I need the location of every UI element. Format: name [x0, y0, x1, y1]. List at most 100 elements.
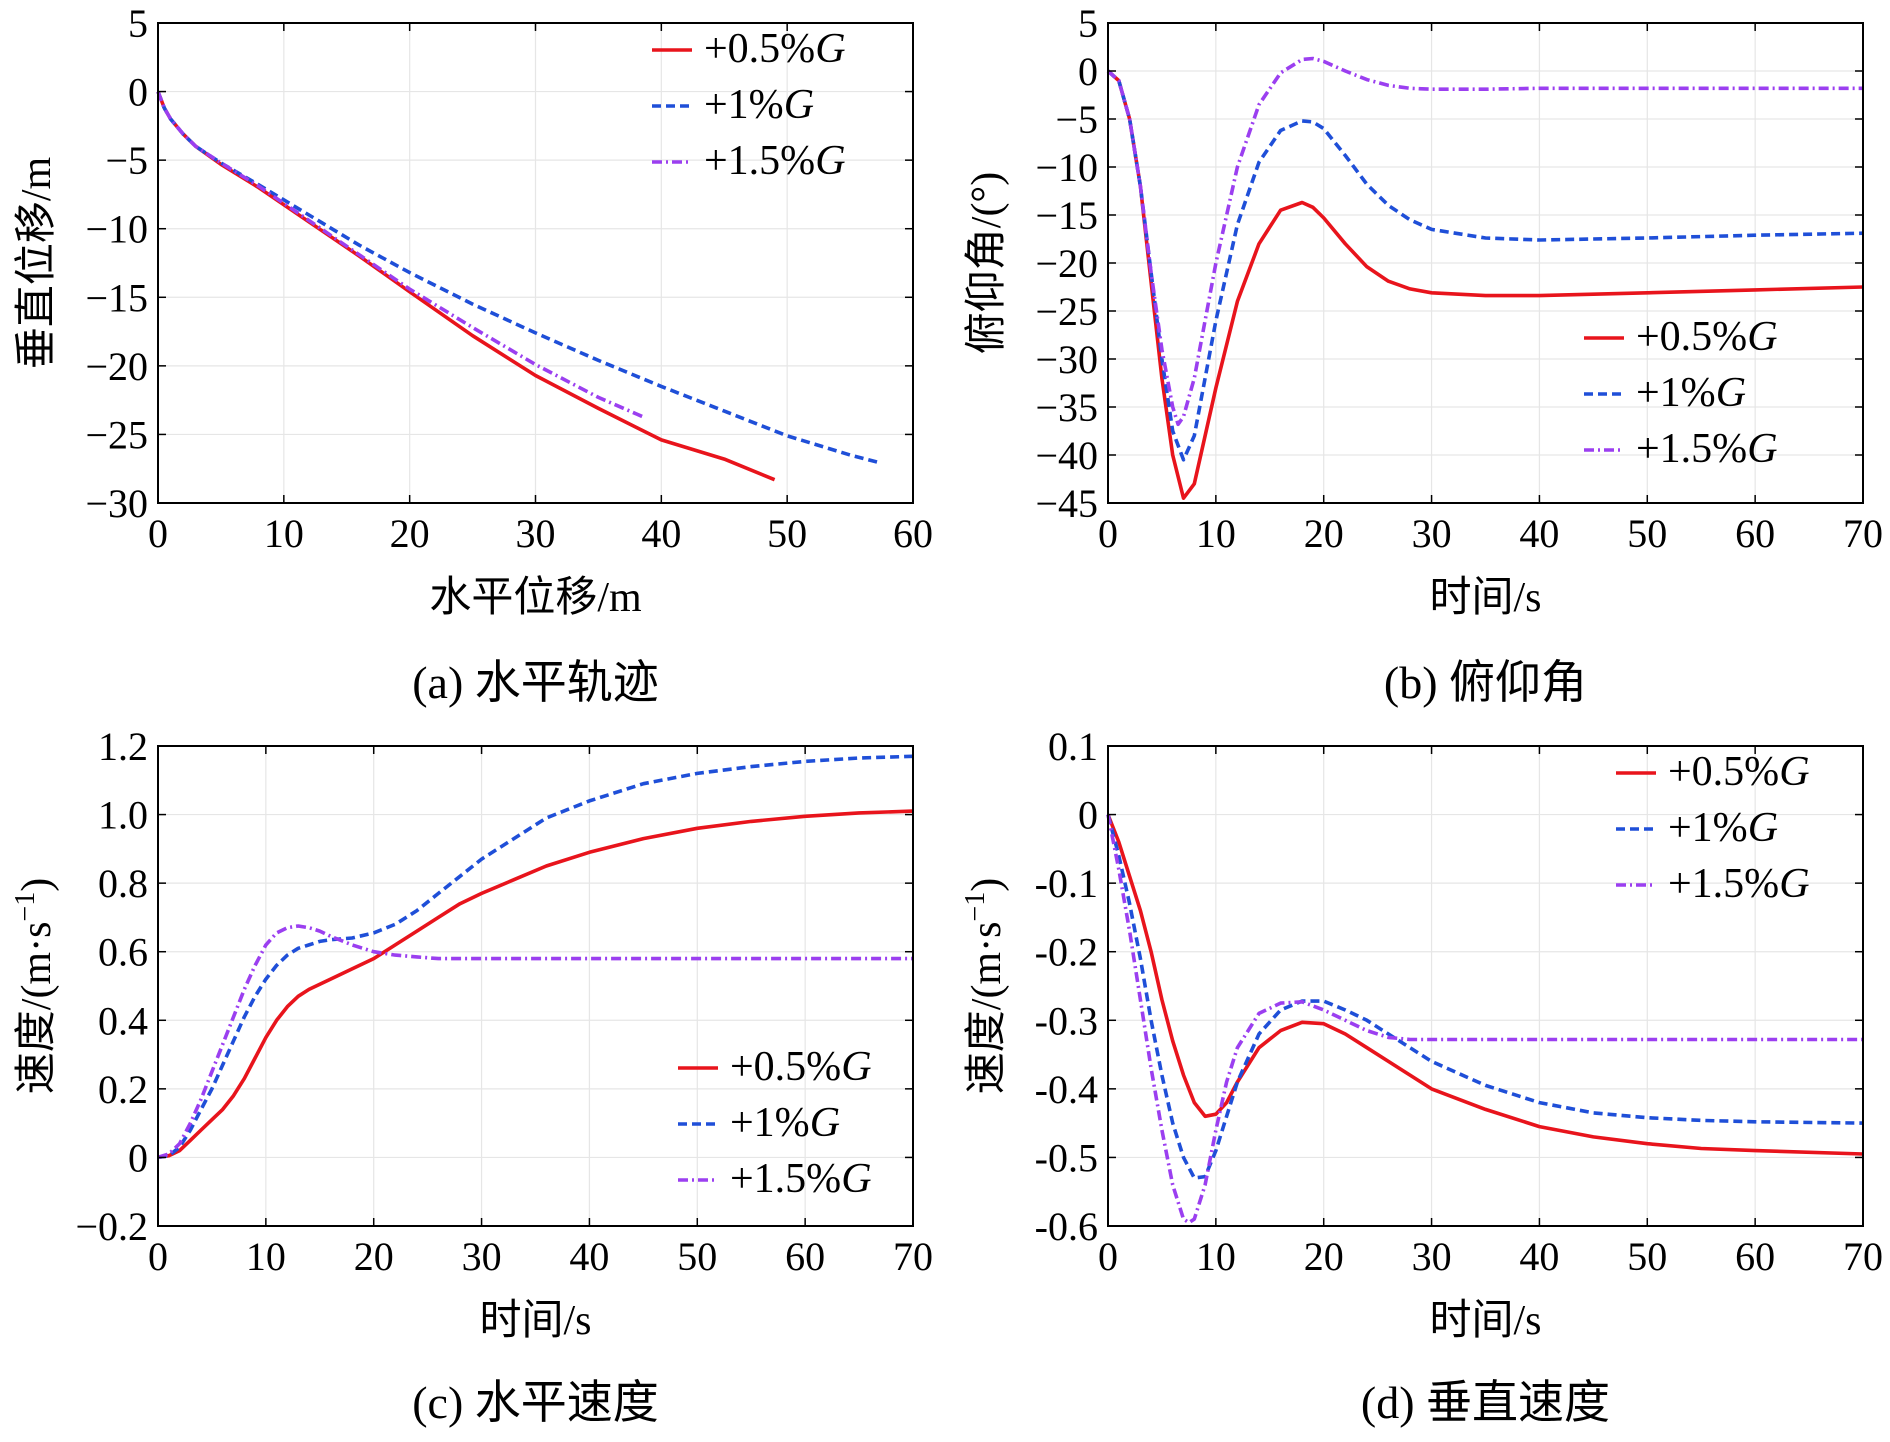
x-tick-label: 10	[1196, 1234, 1236, 1279]
legend-label-s05: +0.5%G	[704, 26, 846, 72]
x-tick-label: 10	[1196, 511, 1236, 556]
y-tick-label: −45	[1035, 481, 1098, 526]
y-tick-label: 1.2	[98, 724, 148, 769]
x-axis-label: 水平位移/m	[429, 574, 642, 621]
x-tick-label: 10	[264, 511, 304, 556]
legend-label-s15: +1.5%G	[1636, 426, 1778, 472]
y-axis-label: 俯仰角/(°)	[963, 172, 1010, 354]
y-tick-label: −20	[85, 344, 148, 389]
legend: +0.5%G +1%G +1.5%G	[652, 26, 846, 184]
y-tick-label: -0.6	[1035, 1204, 1098, 1249]
legend-label-s05: +0.5%G	[1668, 749, 1810, 795]
y-tick-label: −20	[1035, 241, 1098, 286]
x-tick-label: 20	[354, 1234, 394, 1279]
x-tick-label: 0	[148, 1234, 168, 1279]
legend-label-s1: +1%G	[1668, 805, 1778, 851]
x-tick-label: 50	[677, 1234, 717, 1279]
y-tick-label: -0.2	[1035, 930, 1098, 975]
y-tick-label: 1.0	[98, 793, 148, 838]
series-line-s05	[1106, 813, 1864, 1156]
series-line-s1	[1106, 814, 1864, 1180]
x-tick-label: 50	[1627, 1234, 1667, 1279]
y-tick-label: 5	[128, 1, 148, 46]
chart-panel-c: 0 10 20 30 40 50 60 701.21.00.80.60.40.20−0.2时间…	[10, 724, 933, 1428]
y-tick-label: -0.3	[1035, 998, 1098, 1043]
chart-caption: (a) 水平轨迹	[412, 657, 659, 708]
legend-label-s15: +1.5%G	[704, 138, 846, 184]
chart-caption: (c) 水平速度	[412, 1377, 659, 1428]
x-tick-label: 0	[1098, 511, 1118, 556]
chart-panel-b: 0 10 20 30 40 50 60 7050−5−10−15−20−25−30−35−40…	[963, 1, 1883, 708]
y-tick-label: 0	[1078, 49, 1098, 94]
y-tick-label: 0	[128, 70, 148, 115]
y-tick-label: -0.5	[1035, 1135, 1098, 1180]
y-tick-label: 0	[128, 1135, 148, 1180]
x-tick-label: 20	[1304, 1234, 1344, 1279]
chart-caption: (b) 俯仰角	[1384, 657, 1587, 708]
legend: +0.5%G +1%G +1.5%G	[1616, 749, 1810, 907]
x-tick-label: 20	[1304, 511, 1344, 556]
y-tick-label: 0.1	[1048, 724, 1098, 769]
x-tick-label: 70	[893, 1234, 933, 1279]
legend-label-s15: +1.5%G	[1668, 861, 1810, 907]
y-tick-label: −35	[1035, 385, 1098, 430]
x-tick-label: 40	[1519, 511, 1559, 556]
series-line-s15	[1106, 814, 1863, 1225]
x-tick-label: 30	[516, 511, 556, 556]
x-tick-label: 30	[1412, 1234, 1452, 1279]
legend-label-s1: +1%G	[704, 82, 814, 128]
x-tick-label: 70	[1843, 511, 1883, 556]
x-tick-label: 20	[390, 511, 430, 556]
x-tick-label: 10	[246, 1234, 286, 1279]
y-tick-label: −5	[105, 138, 148, 183]
legend-label-s05: +0.5%G	[730, 1044, 872, 1090]
x-tick-label: 70	[1843, 1234, 1883, 1279]
y-tick-label: −10	[85, 207, 148, 252]
x-axis-label: 时间/s	[1429, 1298, 1541, 1344]
chart-panel-a: 0 10 20 30 40 50 6050−5−10−15−20−25−30水平位移/m垂直…	[13, 1, 933, 708]
x-axis-label: 时间/s	[479, 1298, 591, 1344]
y-axis-label: 速度/(m·s−1)	[960, 878, 1010, 1094]
x-tick-label: 60	[785, 1234, 825, 1279]
x-tick-label: 30	[1412, 511, 1452, 556]
x-tick-label: 40	[641, 511, 681, 556]
y-tick-label: −30	[1035, 337, 1098, 382]
x-tick-label: 0	[1098, 1234, 1118, 1279]
legend-label-s1: +1%G	[730, 1100, 840, 1146]
legend: +0.5%G +1%G +1.5%G	[1584, 314, 1778, 472]
y-tick-label: −15	[1035, 193, 1098, 238]
series-line-s1	[157, 754, 914, 1160]
x-tick-label: 50	[1627, 511, 1667, 556]
y-tick-label: -0.1	[1035, 861, 1098, 906]
y-tick-label: −25	[1035, 289, 1098, 334]
x-tick-label: 60	[893, 511, 933, 556]
x-tick-label: 50	[767, 511, 807, 556]
y-tick-label: −40	[1035, 433, 1098, 478]
legend-label-s1: +1%G	[1636, 370, 1746, 416]
legend-label-s05: +0.5%G	[1636, 314, 1778, 360]
x-tick-label: 30	[462, 1234, 502, 1279]
y-tick-label: 5	[1078, 1, 1098, 46]
y-axis-label: 速度/(m·s−1)	[10, 878, 60, 1094]
y-tick-label: −0.2	[75, 1204, 148, 1249]
y-tick-label: −10	[1035, 145, 1098, 190]
y-tick-label: 0.4	[98, 998, 148, 1043]
series-line-s05	[1106, 69, 1864, 501]
series-line-s15	[157, 924, 913, 1160]
chart-panel-d: 0 10 20 30 40 50 60 70 0.1 0 -0.1 -0.2 -0.3 -0.4 -0.5 -…	[960, 724, 1883, 1428]
y-tick-label: 0.2	[98, 1067, 148, 1112]
y-tick-label: −5	[1055, 97, 1098, 142]
y-tick-label: −30	[85, 481, 148, 526]
plot-frame	[157, 745, 914, 1227]
legend-label-s15: +1.5%G	[730, 1156, 872, 1202]
plot-frame	[1107, 745, 1864, 1227]
y-tick-label: -0.4	[1035, 1067, 1098, 1112]
chart-caption: (d) 垂直速度	[1361, 1377, 1610, 1428]
series-line-s05	[157, 809, 914, 1160]
y-tick-label: −15	[85, 275, 148, 320]
x-tick-label: 60	[1735, 1234, 1775, 1279]
x-tick-label: 0	[148, 511, 168, 556]
y-tick-label: −25	[85, 412, 148, 457]
y-axis-label: 垂直位移/m	[13, 157, 60, 370]
